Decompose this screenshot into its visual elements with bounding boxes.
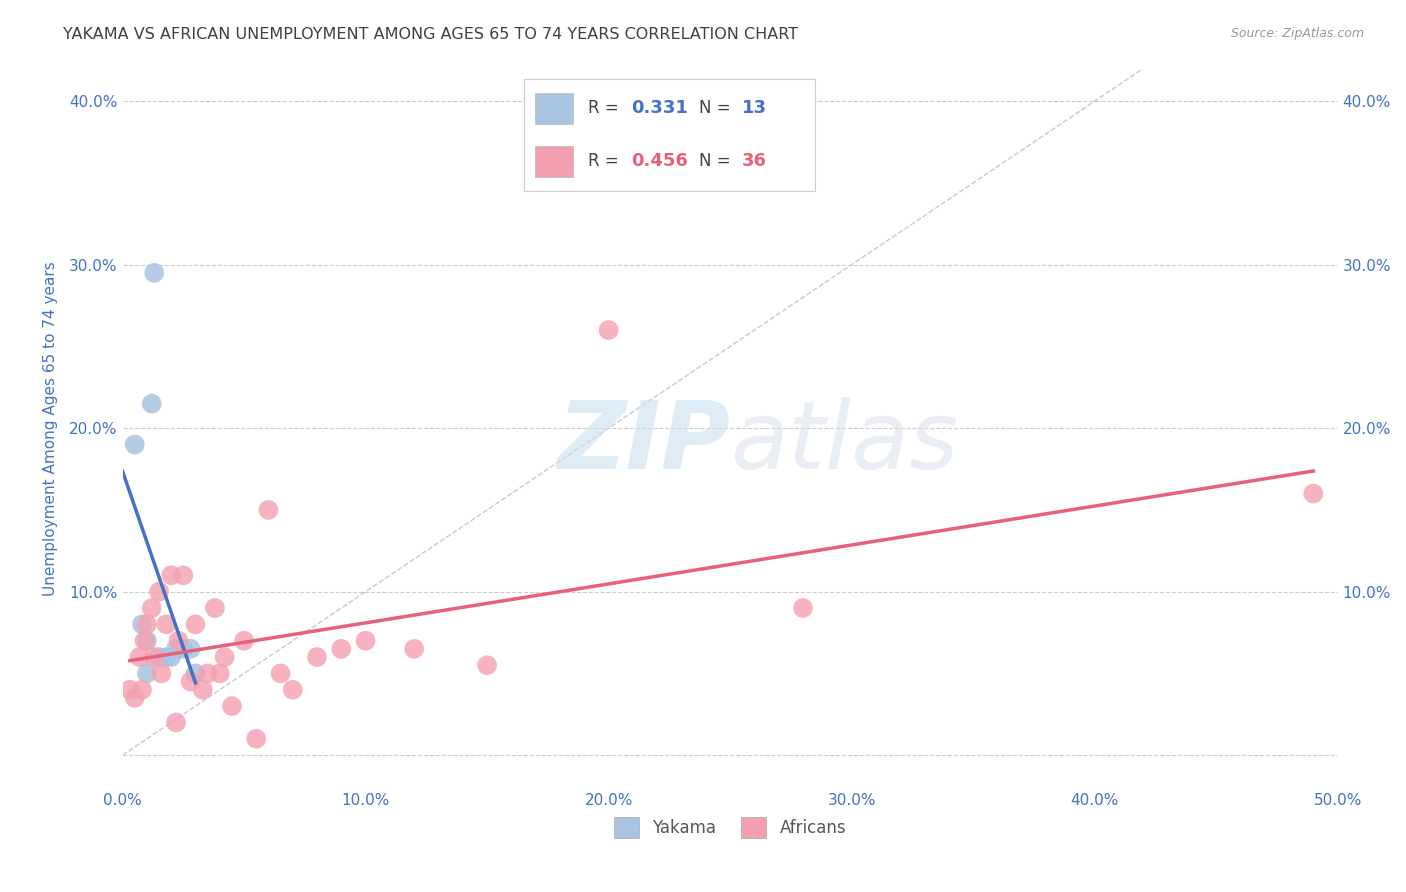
Point (598, 323, 620, 337)
Text: ZIP: ZIP (557, 397, 730, 489)
Point (148, 584, 170, 599)
Point (155, 650, 177, 665)
Point (354, 633, 377, 648)
Point (184, 617, 207, 632)
Point (191, 682, 214, 697)
Point (214, 650, 236, 665)
Point (160, 650, 183, 665)
Text: YAKAMA VS AFRICAN UNEMPLOYMENT AMONG AGES 65 TO 74 YEARS CORRELATION CHART: YAKAMA VS AFRICAN UNEMPLOYMENT AMONG AGE… (63, 27, 799, 42)
Point (131, 617, 153, 632)
Point (135, 617, 157, 632)
Point (148, 650, 170, 665)
Point (143, 650, 166, 665)
Point (135, 666, 157, 681)
Point (124, 690, 146, 705)
Y-axis label: Unemployment Among Ages 65 to 74 years: Unemployment Among Ages 65 to 74 years (44, 260, 58, 596)
Text: Source: ZipAtlas.com: Source: ZipAtlas.com (1230, 27, 1364, 40)
Point (330, 641, 353, 656)
Legend: Yakama, Africans: Yakama, Africans (607, 811, 853, 844)
Point (165, 641, 187, 656)
Point (221, 699, 243, 714)
Point (118, 682, 141, 697)
Point (204, 601, 226, 615)
Point (131, 682, 153, 697)
Point (135, 633, 157, 648)
Point (792, 601, 814, 615)
Point (160, 568, 183, 582)
Point (305, 650, 328, 665)
Point (197, 666, 219, 681)
Point (172, 641, 194, 656)
Point (184, 666, 207, 681)
Point (134, 633, 156, 648)
Point (155, 617, 177, 632)
Point (1302, 486, 1324, 500)
Point (141, 397, 163, 411)
Point (165, 715, 187, 730)
Point (208, 666, 231, 681)
Point (404, 641, 426, 656)
Point (180, 674, 202, 689)
Point (245, 731, 267, 746)
Point (281, 682, 304, 697)
Point (124, 437, 146, 451)
Point (143, 266, 166, 280)
Text: atlas: atlas (730, 397, 959, 488)
Point (167, 633, 190, 648)
Point (233, 633, 256, 648)
Point (150, 666, 173, 681)
Point (141, 601, 163, 615)
Point (180, 641, 202, 656)
Point (475, 658, 498, 673)
Point (257, 503, 280, 517)
Point (172, 568, 194, 582)
Point (270, 666, 292, 681)
Point (128, 650, 150, 665)
